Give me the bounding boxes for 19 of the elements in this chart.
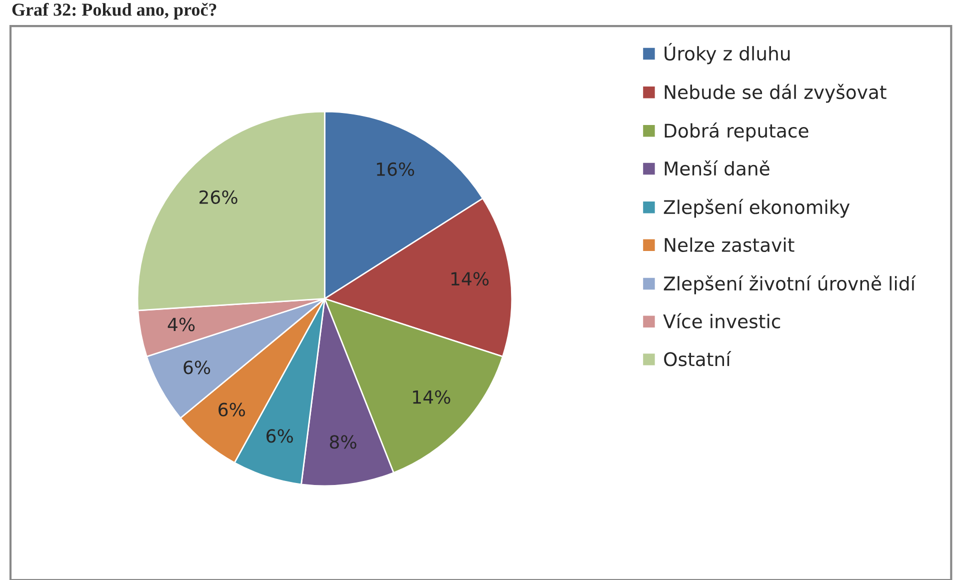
data-label: 6% [184, 360, 210, 374]
legend-label: Úroky z dluhu [664, 42, 790, 64]
data-label: 14% [413, 390, 450, 404]
legend-label: Dobrá reputace [664, 122, 808, 142]
data-label: 14% [451, 272, 489, 286]
chart-title: Graf 32: Pokud ano, proč? [12, 2, 216, 20]
data-label: 6% [218, 402, 245, 416]
data-label: 8% [330, 435, 356, 449]
legend-label: Ostatní [664, 350, 732, 366]
data-label: 16% [376, 162, 414, 176]
legend-label: Zlepšení životní úrovně lidí [664, 275, 916, 294]
legend-label: Menší daně [664, 160, 770, 176]
data-label: 4% [168, 318, 195, 332]
legend-label: Nelze zastavit [664, 237, 794, 252]
data-label: 26% [200, 190, 238, 204]
legend-label: Více investic [663, 313, 780, 328]
legend-label: Nebude se dál zvyšovat [664, 84, 886, 103]
legend-label: Zlepšení ekonomiky [664, 198, 850, 218]
data-label: 6% [266, 429, 293, 443]
